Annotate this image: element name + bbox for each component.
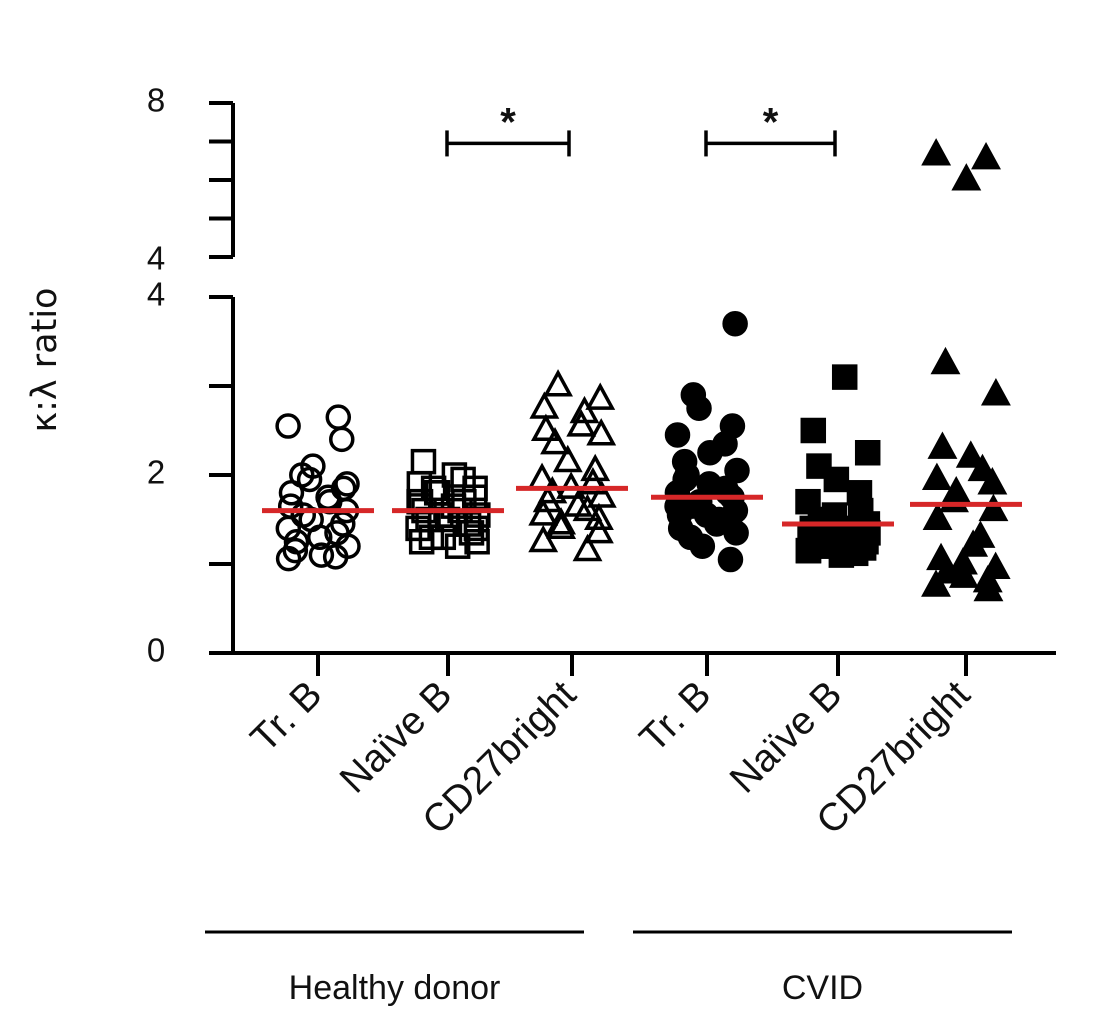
- point-1-26: [420, 475, 447, 502]
- category-label-0: Tr. B: [243, 673, 331, 761]
- point-2-2: [529, 391, 560, 419]
- point-4-27: [795, 537, 822, 564]
- point-0-24: [296, 466, 323, 493]
- point-5-19: [948, 560, 979, 588]
- y-tick-label-lower-4: 4: [147, 276, 165, 313]
- point-3-0: [722, 310, 748, 337]
- point-4-1: [800, 417, 827, 444]
- point-0-2: [329, 426, 355, 453]
- point-2-8: [552, 444, 583, 473]
- point-0-22: [275, 545, 302, 572]
- point-2-17: [572, 493, 603, 522]
- point-4-0: [831, 364, 858, 390]
- point-0-14: [275, 515, 302, 542]
- group-brackets: Healthy donor CVID: [205, 930, 1012, 1007]
- point-2-20: [546, 507, 577, 535]
- y-axis-title: κ:λ ratio: [25, 288, 65, 433]
- point-5-7: [967, 453, 998, 482]
- point-1-16: [405, 515, 431, 542]
- point-2-9: [580, 453, 611, 482]
- point-1-0: [410, 448, 437, 475]
- point-3-26: [714, 480, 741, 506]
- point-1-3: [406, 471, 433, 497]
- point-0-0: [325, 404, 352, 430]
- point-5-1: [971, 141, 1001, 170]
- significance-brackets: * *: [445, 100, 837, 157]
- point-2-18: [528, 498, 559, 526]
- point-4-2: [854, 440, 881, 466]
- point-1-1: [441, 462, 468, 488]
- point-2-1: [585, 382, 616, 410]
- point-2-21: [546, 511, 577, 539]
- point-1-21: [408, 529, 435, 555]
- point-3-6: [697, 440, 723, 466]
- point-2-14: [586, 480, 617, 508]
- point-0-1: [275, 413, 301, 439]
- category-label-1: Naïve B: [332, 673, 461, 802]
- point-2-11: [577, 467, 608, 495]
- point-5-0: [921, 138, 952, 166]
- point-0-6: [278, 480, 305, 506]
- point-4-26: [844, 533, 870, 559]
- group-label-1: CVID: [782, 969, 863, 1007]
- point-5-5: [927, 431, 958, 459]
- point-0-20: [308, 542, 335, 568]
- median-lines: [262, 485, 1022, 527]
- point-2-23: [528, 524, 559, 553]
- point-2-5: [530, 413, 561, 442]
- point-2-22: [583, 515, 614, 544]
- point-0-5: [334, 471, 360, 497]
- point-3-27: [693, 502, 720, 528]
- y-tick-label-lower-2: 2: [147, 454, 165, 491]
- point-1-25: [463, 515, 490, 542]
- point-3-23: [689, 533, 716, 559]
- point-0-21: [322, 544, 349, 570]
- point-5-6: [955, 440, 986, 468]
- point-5-12: [978, 493, 1009, 522]
- point-2-4: [566, 409, 597, 437]
- point-0-19: [282, 537, 309, 564]
- point-5-15: [958, 529, 989, 557]
- point-2-7: [540, 426, 570, 455]
- point-3-28: [674, 462, 700, 488]
- point-3-24: [717, 546, 744, 573]
- point-3-2: [686, 395, 712, 421]
- point-1-22: [444, 533, 471, 559]
- point-1-27: [428, 502, 454, 528]
- y-tick-label-lower-0: 0: [147, 632, 165, 669]
- y-tick-label-upper-4: 8: [147, 82, 165, 119]
- category-label-4: Naïve B: [722, 673, 851, 802]
- y-tick-label-upper-0: 4: [147, 240, 165, 277]
- point-5-8: [921, 462, 952, 490]
- y-tick-labels: 0 2 44 8: [147, 82, 165, 669]
- data-points: [275, 138, 1011, 602]
- sig-label-0: *: [500, 100, 516, 144]
- sig-label-1: *: [763, 100, 779, 144]
- point-5-9: [977, 467, 1008, 495]
- point-1-20: [464, 529, 490, 555]
- point-3-4: [664, 422, 691, 448]
- point-3-21: [723, 520, 749, 546]
- point-0-16: [306, 524, 333, 551]
- point-5-13: [922, 502, 953, 531]
- point-5-21: [921, 569, 951, 597]
- point-2-6: [586, 418, 617, 446]
- point-0-23: [330, 475, 357, 502]
- point-5-23: [947, 547, 978, 575]
- point-5-3: [930, 346, 961, 375]
- point-2-0: [543, 369, 573, 397]
- point-3-8: [724, 457, 750, 484]
- point-2-24: [572, 533, 603, 562]
- point-2-19: [583, 502, 614, 531]
- point-5-4: [980, 378, 1011, 406]
- point-5-22: [973, 573, 1004, 602]
- point-4-4: [823, 466, 850, 493]
- group-label-0: Healthy donor: [289, 969, 501, 1007]
- point-5-2: [951, 163, 982, 191]
- category-label-3: Tr. B: [632, 673, 720, 761]
- axes: [209, 101, 1056, 676]
